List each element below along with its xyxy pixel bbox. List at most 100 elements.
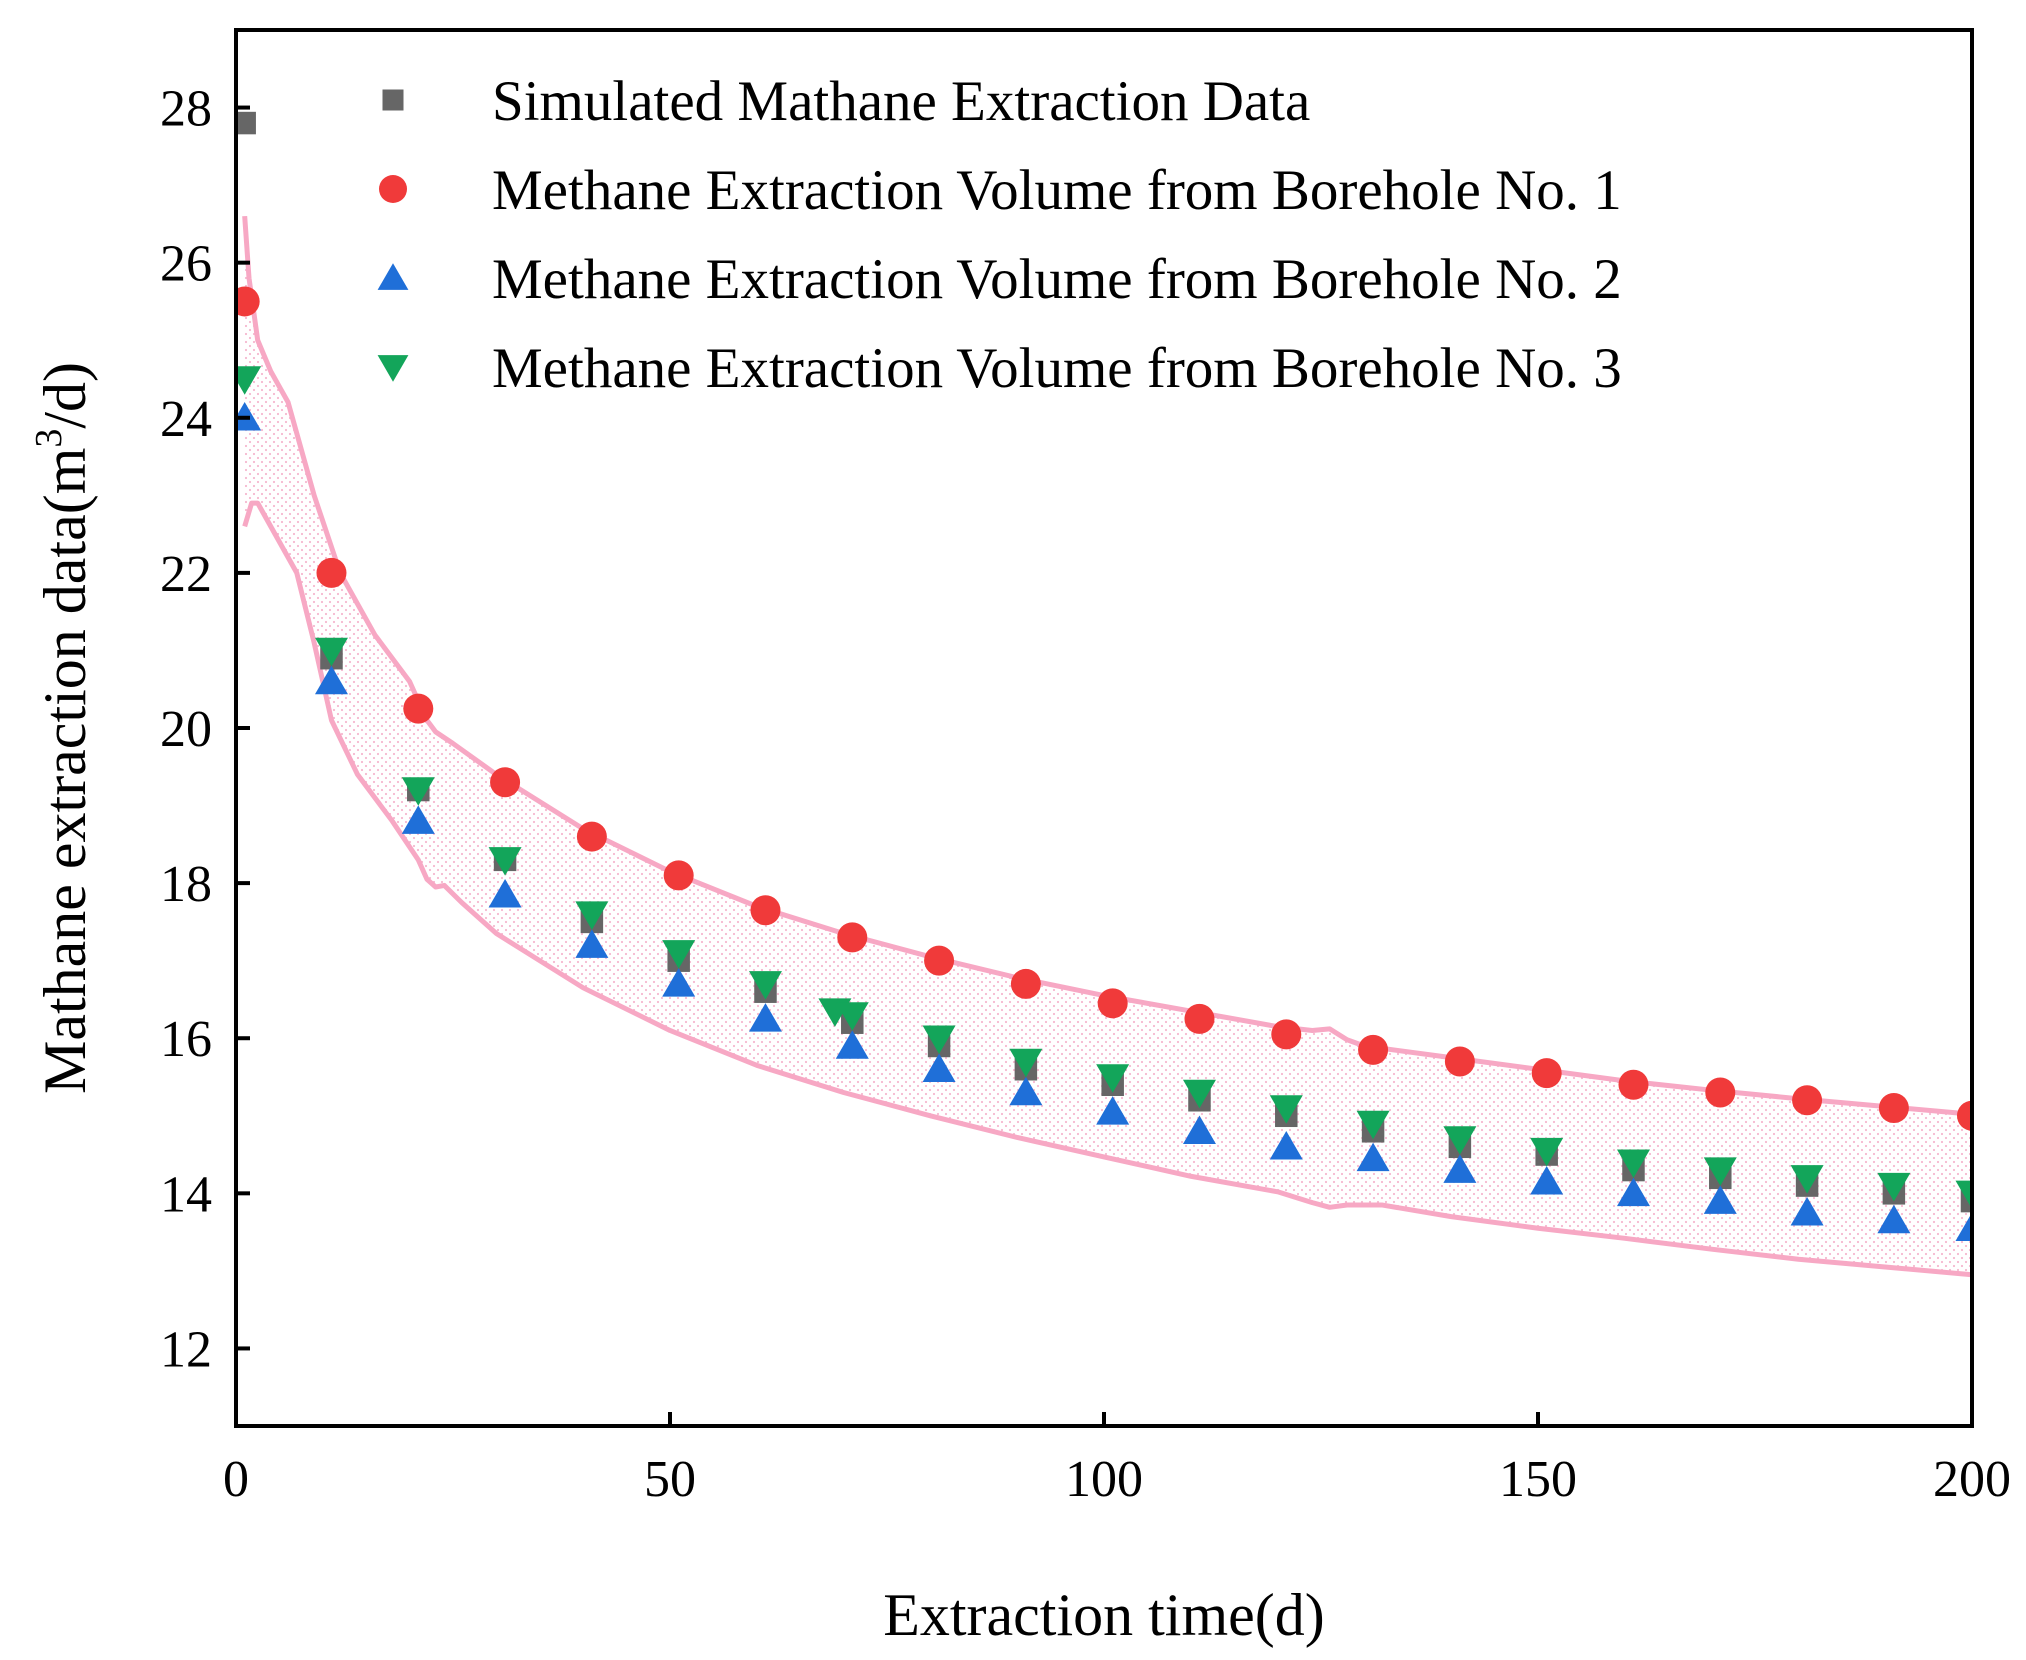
data-point-series-2 (1531, 1058, 1562, 1089)
legend-item-4: Methane Extraction Volume from Borehole … (377, 337, 1622, 400)
data-point-series-3 (1955, 1212, 1972, 1241)
legend-label: Simulated Mathane Extraction Data (492, 70, 1310, 133)
data-point-series-1 (236, 111, 256, 135)
data-point-series-3 (1356, 1142, 1390, 1172)
data-point-series-2 (1957, 1100, 1972, 1131)
x-tick-label: 150 (1499, 1451, 1577, 1508)
data-marker-layer (236, 111, 1972, 1241)
envelope-band-fill (244, 216, 1973, 1275)
axis-tick-layer: 0 50 100 150 200 12 14 16 18 20 22 24 26 28 (160, 81, 2011, 1508)
data-point-series-4 (1955, 1180, 1972, 1210)
legend: Simulated Mathane Extraction Data Methane… (377, 70, 1622, 400)
data-point-series-4 (314, 637, 348, 667)
data-point-series-2 (1444, 1046, 1475, 1077)
data-point-series-3 (748, 1003, 782, 1032)
data-point-series-2 (403, 693, 434, 724)
data-point-series-3 (1703, 1185, 1737, 1214)
legend-item-2: Methane Extraction Volume from Borehole … (379, 159, 1622, 222)
data-point-series-4 (662, 940, 696, 969)
series-3 (236, 402, 1972, 1241)
data-point-series-2 (750, 895, 781, 926)
data-point-series-4 (835, 1002, 869, 1031)
data-point-series-2 (1097, 988, 1128, 1019)
y-tick-label: 16 (160, 1011, 212, 1068)
data-point-series-3 (1443, 1154, 1477, 1183)
legend-label: Methane Extraction Volume from Borehole … (492, 337, 1622, 400)
data-point-series-2 (837, 922, 868, 953)
data-point-series-4 (1269, 1095, 1303, 1124)
y-tick-label: 20 (160, 701, 212, 758)
data-point-series-4 (1877, 1172, 1911, 1202)
data-point-series-2 (576, 821, 607, 852)
legend-marker-triangle-up (377, 263, 409, 290)
data-point-series-2 (663, 860, 694, 891)
legend-item-1: Simulated Mathane Extraction Data (382, 70, 1310, 133)
y-tick-label: 12 (160, 1321, 212, 1378)
y-axis-title-superscript: 3 (28, 429, 70, 448)
lower-envelope-line (242, 500, 1973, 1278)
data-point-series-3 (1530, 1165, 1564, 1195)
envelope-band-layer (242, 215, 1973, 1278)
y-axis-title: Mathane extraction data(m3/d) (28, 362, 98, 1094)
data-point-series-3 (1182, 1115, 1216, 1145)
y-tick-label: 24 (160, 391, 212, 448)
x-tick-label: 200 (1933, 1451, 2011, 1508)
data-point-series-4 (236, 366, 262, 395)
data-point-series-2 (236, 286, 260, 317)
data-point-series-3 (922, 1053, 956, 1082)
data-point-series-2 (316, 557, 347, 588)
data-point-series-2 (1184, 1003, 1215, 1034)
data-point-series-3 (1790, 1196, 1824, 1226)
data-point-series-4 (1703, 1157, 1737, 1186)
data-point-series-2 (1358, 1034, 1389, 1065)
data-point-series-2 (1010, 968, 1041, 999)
y-axis-title-main: Mathane extraction data(m (32, 448, 98, 1094)
data-point-series-4 (575, 901, 609, 930)
x-tick-label: 0 (223, 1451, 249, 1508)
data-point-series-2 (1271, 1019, 1302, 1050)
data-point-series-3 (835, 1030, 869, 1059)
data-point-series-3 (1269, 1131, 1303, 1160)
legend-marker-circle (379, 175, 407, 203)
x-tick-label: 100 (1065, 1451, 1143, 1508)
data-point-series-4 (1182, 1079, 1216, 1109)
legend-marker-square (382, 89, 404, 111)
legend-marker-triangle-down (377, 355, 409, 382)
data-point-series-3 (401, 805, 435, 834)
data-point-series-2 (924, 945, 955, 976)
x-axis-title: Extraction time(d) (883, 1582, 1325, 1648)
data-point-series-2 (490, 767, 521, 798)
y-tick-label: 18 (160, 856, 212, 913)
data-point-series-3 (662, 968, 696, 997)
data-point-series-4 (401, 777, 435, 806)
series-4 (236, 366, 1972, 1210)
data-point-series-4 (1009, 1048, 1043, 1078)
data-point-series-4 (1530, 1137, 1564, 1167)
upper-envelope-line (242, 215, 1973, 1117)
data-point-series-3 (488, 878, 522, 908)
data-point-series-2 (1618, 1069, 1649, 1100)
legend-item-3: Methane Extraction Volume from Borehole … (377, 248, 1622, 311)
data-point-series-4 (922, 1025, 956, 1054)
data-point-series-2 (1705, 1077, 1736, 1108)
data-point-series-3 (575, 929, 609, 958)
data-point-series-3 (1009, 1076, 1043, 1106)
data-point-series-3 (1096, 1096, 1130, 1125)
y-tick-label: 28 (160, 81, 212, 138)
y-tick-label: 14 (160, 1166, 212, 1223)
series-2 (236, 286, 1972, 1131)
x-tick-label: 50 (644, 1451, 696, 1508)
data-point-series-3 (314, 665, 348, 695)
y-tick-label: 26 (160, 236, 212, 293)
data-point-series-4 (1443, 1126, 1477, 1155)
data-point-series-2 (1792, 1085, 1823, 1116)
data-point-series-2 (1878, 1093, 1909, 1124)
y-axis-title-tail: /d) (32, 362, 98, 429)
data-point-series-4 (1790, 1165, 1824, 1194)
data-point-series-3 (1877, 1204, 1911, 1234)
data-point-series-1 (1960, 1189, 1972, 1213)
legend-label: Methane Extraction Volume from Borehole … (492, 159, 1622, 222)
data-point-series-4 (1096, 1064, 1130, 1093)
data-point-series-4 (1616, 1149, 1650, 1179)
data-point-series-4 (748, 971, 782, 1000)
